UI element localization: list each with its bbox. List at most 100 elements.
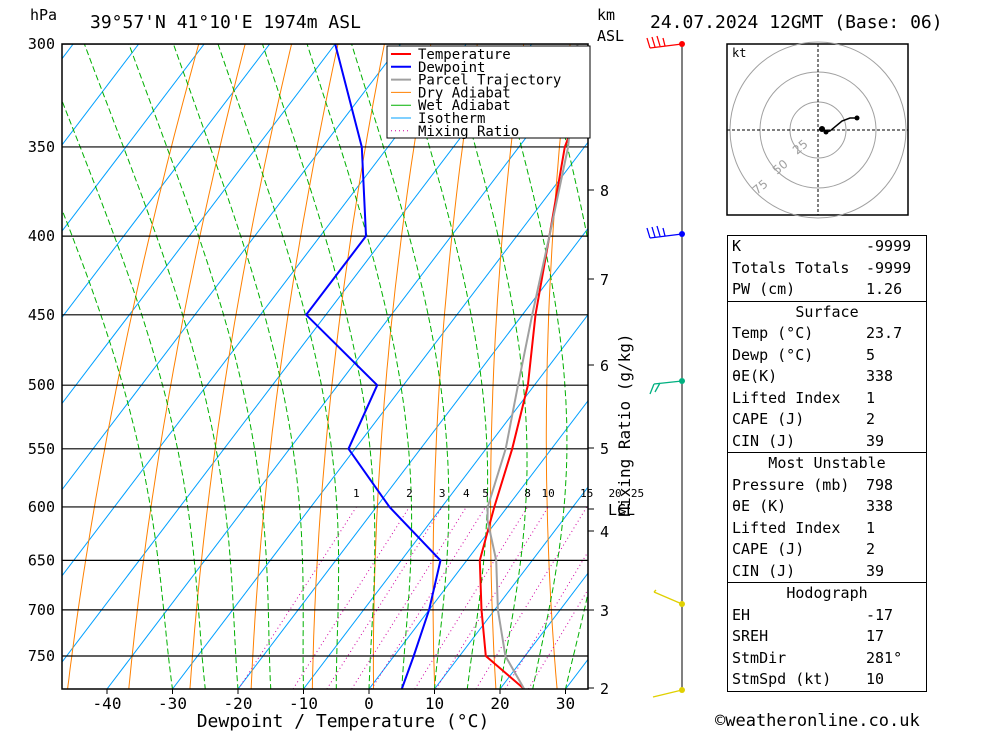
wet-adiabat-line	[541, 44, 588, 689]
totals-label: Totals Totals	[732, 258, 850, 277]
surface-li-row: Lifted Index 1	[728, 388, 926, 410]
eh-label: EH	[732, 605, 751, 624]
datetime-title: 24.07.2024 12GMT (Base: 06)	[650, 12, 943, 33]
surface-cin-label: CIN (J)	[732, 431, 796, 450]
x-tick-label: -30	[158, 694, 187, 713]
km-unit-label: km	[597, 6, 616, 24]
surface-dewp-row: Dewp (°C) 5	[728, 345, 926, 367]
isotherm-line	[0, 44, 8, 689]
lcl-label: LCL	[608, 501, 635, 519]
mu-li-label: Lifted Index	[732, 518, 841, 537]
mixing-ratio-line	[238, 506, 357, 689]
mu-pressure-value: 798	[866, 475, 894, 494]
wet-adiabat-line	[172, 44, 305, 689]
pw-label: PW (cm)	[732, 280, 796, 298]
surface-theta-value: 338	[866, 367, 894, 385]
wind-barb-dot	[679, 41, 685, 47]
km-tick-label: 8	[600, 182, 609, 200]
legend-entry: Mixing Ratio	[418, 124, 519, 140]
wind-barb	[652, 689, 683, 698]
pressure-tick-label: 350	[28, 138, 55, 156]
mixing-ratio-label: 8	[524, 487, 531, 500]
mu-li-value: 1	[866, 518, 876, 537]
x-tick-label: -10	[289, 694, 318, 713]
isotherm-line	[62, 44, 205, 232]
isotherm-line	[434, 486, 588, 689]
surface-cin-value: 39	[866, 431, 885, 450]
dewpoint-profile	[304, 44, 442, 689]
isotherm-line	[499, 572, 588, 689]
pressure-tick-label: 500	[28, 376, 55, 394]
stmspd-row: StmSpd (kt) 10	[728, 669, 926, 691]
hodograph-unit-label: kt	[732, 46, 746, 60]
isotherm-line	[62, 44, 533, 663]
surface-temp-row: Temp (°C) 23.7	[728, 323, 926, 345]
mu-theta-value: 338	[866, 497, 894, 515]
mixing-ratio-label: 25	[631, 487, 644, 500]
pressure-tick-label: 400	[28, 227, 55, 245]
stmdir-row: StmDir 281°	[728, 648, 926, 670]
km-tick-label: 5	[600, 440, 609, 458]
surface-dewp-value: 5	[866, 345, 876, 364]
surface-temp-value: 23.7	[866, 324, 903, 342]
eh-row: EH -17	[728, 605, 926, 627]
mixing-ratio-label: 15	[580, 487, 593, 500]
isotherm-line	[62, 44, 271, 319]
legend-entry: Dry Adiabat	[418, 85, 511, 101]
x-tick-label: 30	[556, 694, 575, 713]
surface-theta-row: θE(K) 338	[728, 366, 926, 388]
wind-barb	[649, 380, 683, 395]
wet-adiabat-line	[217, 44, 340, 689]
mixing-ratio-line	[292, 506, 410, 689]
isotherm-line	[237, 227, 588, 689]
stmdir-label: StmDir	[732, 648, 787, 667]
surface-dewp-label: Dewp (°C)	[732, 345, 814, 364]
mu-cin-value: 39	[866, 561, 885, 580]
mu-theta-row: θE (K) 338	[728, 496, 926, 518]
wet-adiabat-line	[62, 208, 174, 689]
stmspd-label: StmSpd (kt)	[732, 670, 832, 688]
dry-adiabat-line	[67, 44, 200, 689]
mu-pressure-label: Pressure (mb)	[732, 475, 850, 494]
wet-adiabat-line	[398, 44, 489, 689]
location-title: 39°57'N 41°10'E 1974m ASL	[90, 12, 361, 33]
wind-profile	[646, 35, 685, 698]
copyright-link[interactable]: ©weatheronline.co.uk	[715, 711, 920, 731]
surface-cape-value: 2	[866, 410, 876, 428]
wet-adiabat-line	[83, 44, 239, 689]
wind-barb-dot	[679, 231, 685, 237]
mu-cin-row: CIN (J) 39	[728, 561, 926, 583]
wind-barb-dot	[679, 601, 685, 607]
wet-adiabat-line	[306, 44, 413, 689]
pw-value: 1.26	[866, 280, 903, 298]
legend-entry: Temperature	[418, 47, 511, 63]
dry-adiabat-line	[311, 44, 385, 689]
mixing-ratio-line	[527, 588, 588, 689]
plot-frame	[61, 43, 589, 690]
hodograph-point	[819, 126, 825, 132]
wind-barb	[653, 589, 683, 605]
x-tick-label: 0	[364, 694, 374, 713]
mu-cape-row: CAPE (J) 2	[728, 539, 926, 561]
k-label: K	[732, 237, 742, 255]
km-tick-label: 3	[600, 602, 609, 620]
wind-barb-dot	[679, 378, 685, 384]
wet-adiabat-line	[446, 44, 528, 689]
legend	[386, 45, 591, 139]
eh-value: -17	[866, 605, 894, 624]
wind-barb-dot	[679, 687, 685, 693]
sreh-row: SREH 17	[728, 626, 926, 648]
isotherm-line	[62, 44, 140, 146]
mixing-ratio-label: 2	[406, 487, 413, 500]
surface-temp-label: Temp (°C)	[732, 324, 814, 342]
mu-li-row: Lifted Index 1	[728, 518, 926, 540]
x-tick-label: 10	[425, 694, 444, 713]
pressure-tick-label: 550	[28, 440, 55, 458]
dry-adiabat-line	[250, 44, 339, 689]
km-asl-label: ASL	[597, 27, 625, 45]
isotherm-line	[62, 44, 402, 491]
isotherm-line	[62, 44, 336, 405]
hodograph-point	[854, 115, 860, 121]
